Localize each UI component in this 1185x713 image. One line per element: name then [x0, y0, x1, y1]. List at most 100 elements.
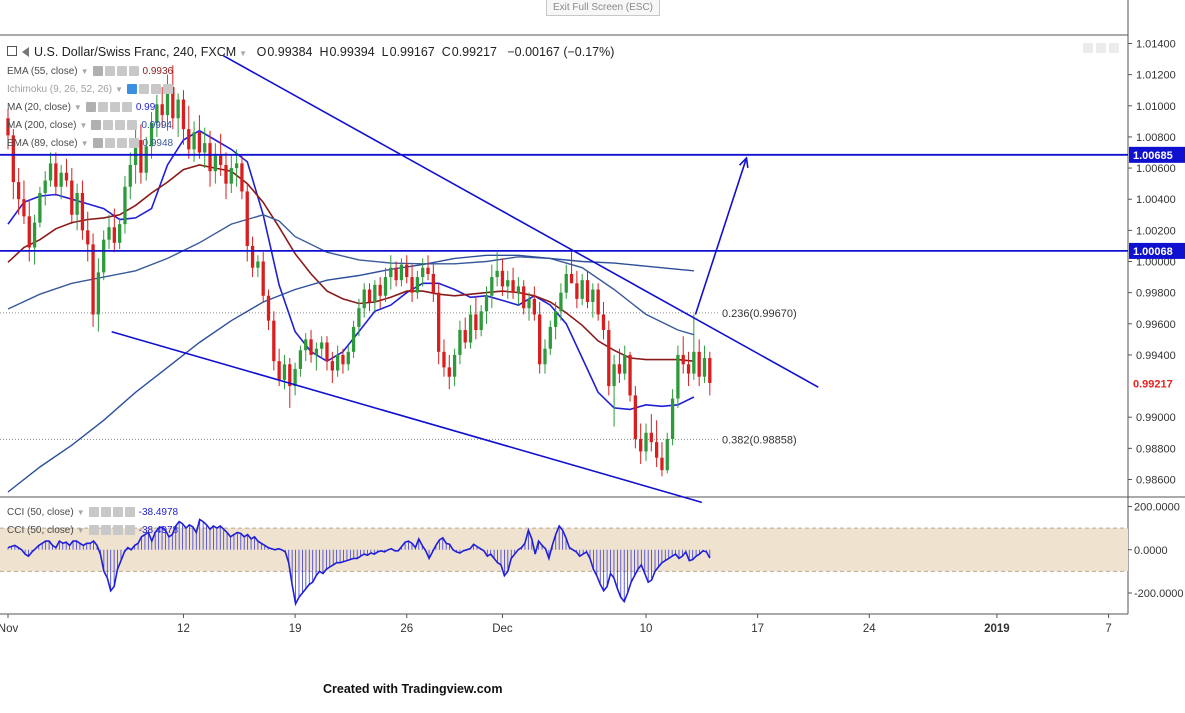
- indicator-legend[interactable]: EMA (89, close) ▼ 0.9948: [7, 136, 173, 150]
- candle-body: [266, 295, 271, 321]
- candle: [633, 386, 638, 449]
- candle-body: [64, 172, 69, 181]
- eye-icon[interactable]: [91, 120, 102, 130]
- candle-body: [133, 140, 138, 165]
- candle-body: [378, 284, 382, 296]
- candle-body: [463, 330, 467, 343]
- settings-icon[interactable]: [104, 66, 115, 76]
- settings-icon[interactable]: [97, 102, 108, 112]
- cci-legend[interactable]: CCI (50, close) ▼ -38.4978: [7, 523, 178, 537]
- candle: [245, 183, 249, 262]
- candle-body: [692, 351, 696, 374]
- settings-icon[interactable]: [138, 84, 149, 94]
- candle-body: [484, 295, 489, 312]
- eye-icon[interactable]: [85, 102, 96, 112]
- candle-body: [6, 118, 10, 136]
- indicator-value: 0.99: [135, 101, 156, 113]
- candle: [373, 280, 377, 312]
- candle-body: [314, 348, 319, 355]
- indicator-legend[interactable]: MA (200, close) ▼ 0.9994: [7, 118, 172, 132]
- price-label-box: [1129, 146, 1185, 163]
- candle-body: [208, 143, 212, 172]
- candle-body: [410, 277, 414, 293]
- candle-body: [612, 364, 616, 387]
- eye-icon[interactable]: [92, 66, 103, 76]
- indicator-legend[interactable]: Ichimoku (9, 26, 52, 26) ▼: [7, 82, 177, 96]
- candle-body: [569, 273, 574, 284]
- close-icon[interactable]: [124, 525, 135, 535]
- candle: [548, 320, 552, 355]
- close-value: 0.99217: [451, 45, 497, 59]
- candle: [91, 233, 95, 327]
- eye-icon[interactable]: [88, 507, 99, 517]
- candle: [64, 158, 69, 187]
- candle-body: [649, 432, 653, 443]
- legend-menu-icon[interactable]: ▼: [80, 138, 89, 148]
- add-icon[interactable]: [115, 120, 126, 130]
- cci-legend[interactable]: CCI (50, close) ▼ -38.4978: [7, 505, 178, 519]
- candle-body: [426, 267, 430, 274]
- add-icon[interactable]: [112, 507, 123, 517]
- candle-body: [346, 351, 350, 365]
- eye-icon[interactable]: [92, 138, 103, 148]
- add-icon[interactable]: [116, 66, 127, 76]
- open-label: O: [256, 45, 267, 59]
- candle-body: [527, 298, 531, 309]
- chart-settings-icons[interactable]: [1083, 43, 1119, 53]
- candle-body: [421, 267, 425, 278]
- candle: [181, 90, 186, 145]
- candle: [543, 339, 547, 374]
- candle-body: [341, 354, 345, 365]
- close-icon[interactable]: [121, 102, 132, 112]
- exit-fullscreen-button[interactable]: Exit Full Screen (ESC): [546, 0, 660, 16]
- candle: [495, 252, 499, 287]
- candle: [341, 348, 345, 374]
- close-icon[interactable]: [162, 84, 173, 94]
- add-icon[interactable]: [109, 102, 120, 112]
- candle: [298, 345, 303, 377]
- legend-menu-icon[interactable]: ▼: [76, 507, 85, 517]
- add-icon[interactable]: [116, 138, 127, 148]
- candle-body: [32, 222, 37, 248]
- legend-menu-icon[interactable]: ▼: [80, 66, 89, 76]
- settings-icon[interactable]: [100, 507, 111, 517]
- close-icon[interactable]: [128, 138, 139, 148]
- y-tick-label: 1.00600: [1136, 163, 1176, 175]
- add-icon[interactable]: [150, 84, 161, 94]
- legend-menu-icon[interactable]: ▼: [79, 120, 88, 130]
- candle: [357, 298, 361, 337]
- candle: [410, 264, 414, 302]
- eye-icon[interactable]: [88, 525, 99, 535]
- high-label: H: [319, 45, 329, 59]
- candle-body: [282, 364, 287, 380]
- candle: [575, 270, 579, 309]
- candle-body: [272, 320, 276, 362]
- candle-body: [708, 358, 712, 383]
- candle: [580, 273, 584, 306]
- candle-body: [320, 342, 324, 349]
- y-tick-label: 0.99600: [1136, 319, 1176, 331]
- legend-menu-icon[interactable]: ▼: [76, 525, 85, 535]
- settings-icon[interactable]: [100, 525, 111, 535]
- close-icon[interactable]: [124, 507, 135, 517]
- close-icon[interactable]: [127, 120, 138, 130]
- x-tick-label: 10: [640, 623, 653, 635]
- collapse-icon[interactable]: [7, 46, 17, 56]
- indicator-legend[interactable]: MA (20, close) ▼ 0.99: [7, 100, 155, 114]
- settings-icon[interactable]: [103, 120, 114, 130]
- candle: [474, 295, 478, 340]
- settings-icon[interactable]: [104, 138, 115, 148]
- candle-body: [309, 339, 313, 355]
- candle: [70, 168, 74, 225]
- eye-icon[interactable]: [126, 84, 137, 94]
- candle: [660, 442, 664, 477]
- legend-menu-icon[interactable]: ▼: [115, 84, 123, 94]
- candle: [256, 255, 260, 278]
- add-icon[interactable]: [112, 525, 123, 535]
- candle-body: [139, 140, 143, 173]
- candle: [511, 267, 515, 299]
- legend-menu-icon[interactable]: ▼: [73, 102, 82, 112]
- indicator-legend[interactable]: EMA (55, close) ▼ 0.9936: [7, 64, 173, 78]
- close-icon[interactable]: [128, 66, 139, 76]
